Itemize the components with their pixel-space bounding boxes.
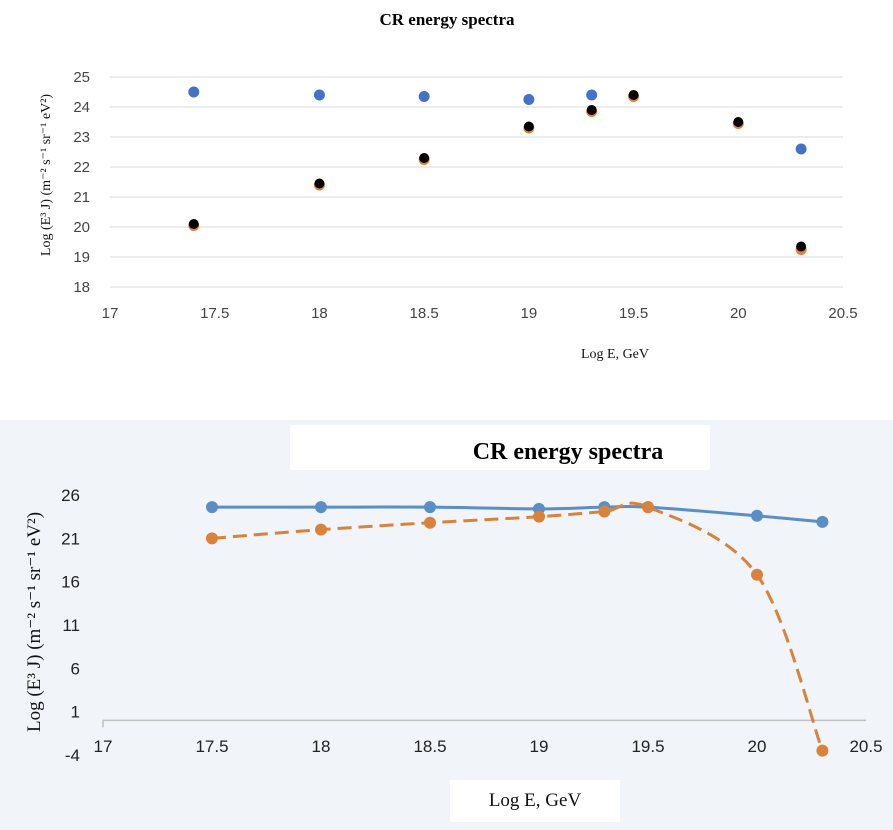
x-tick-label: 17.5 [195, 737, 228, 756]
y-tick-label: 22 [73, 159, 90, 176]
data-point [188, 86, 200, 98]
chart-top: CR energy spectra 18 19 20 21 22 23 24 25 17 17.… [39, 10, 858, 362]
chart-bottom-x-axis-label: Log E, GeV [489, 790, 582, 811]
x-tick-label: 19 [521, 305, 538, 322]
data-point [206, 532, 218, 545]
x-tick-label: 18 [312, 737, 331, 756]
y-tick-label: 6 [71, 659, 80, 678]
chart-bottom-points [206, 501, 829, 757]
y-tick-label: 19 [73, 249, 90, 266]
data-point [533, 510, 545, 523]
x-tick-label: 17 [94, 737, 113, 756]
x-tick-label: 19.5 [631, 737, 664, 756]
data-point [419, 153, 430, 163]
chart-bottom-background [0, 420, 893, 830]
data-point [796, 241, 807, 252]
data-point [642, 501, 654, 514]
chart-bottom-x-ticks: 17 17.5 18 18.5 19 19.5 20 20.5 [94, 737, 883, 756]
data-point [751, 568, 763, 581]
data-point [313, 89, 325, 101]
data-point [418, 91, 430, 102]
chart-top-x-axis-label: Log E, GeV [581, 347, 649, 362]
chart-bottom-axis [102, 719, 866, 728]
chart-bottom-title-backdrop [290, 425, 710, 470]
data-point [733, 117, 744, 127]
chart-top-points [188, 86, 807, 255]
y-tick-label: -4 [65, 746, 80, 765]
y-tick-label: 1 [71, 703, 80, 722]
y-tick-label: 18 [73, 279, 90, 296]
x-tick-label: 17 [102, 305, 119, 322]
x-tick-label: 20.5 [849, 737, 882, 756]
data-point [315, 501, 327, 514]
data-point [586, 105, 597, 115]
x-tick-label: 20.5 [828, 305, 857, 322]
data-point [314, 178, 325, 189]
chart-top-title: CR energy spectra [379, 10, 515, 29]
data-point [424, 501, 436, 514]
x-tick-label: 19.5 [619, 305, 648, 322]
x-tick-label: 19 [530, 737, 549, 756]
y-tick-label: 23 [73, 129, 90, 146]
data-point [424, 516, 436, 529]
chart-top-x-ticks: 17 17.5 18 18.5 19 19.5 20 20.5 [102, 305, 858, 322]
data-point [598, 505, 611, 518]
data-point [816, 744, 829, 757]
data-point [795, 143, 807, 155]
x-tick-label: 18 [311, 305, 328, 322]
chart-top-y-ticks: 18 19 20 21 22 23 24 25 [73, 69, 90, 296]
y-tick-label: 20 [73, 219, 90, 236]
y-tick-label: 21 [73, 189, 90, 206]
x-tick-label: 20 [748, 737, 767, 756]
x-tick-label: 18.5 [410, 305, 439, 322]
chart-bottom-xlabel-backdrop [450, 780, 620, 822]
data-point [751, 509, 763, 522]
x-tick-label: 18.5 [413, 737, 446, 756]
data-point [816, 515, 829, 528]
x-tick-label: 20 [730, 305, 747, 322]
chart-top-y-axis-label: Log (E³ J) (m⁻² s⁻¹ sr⁻¹ eV²) [39, 94, 54, 256]
y-tick-label: 11 [62, 616, 80, 635]
data-point [628, 90, 639, 100]
chart-bottom-title: CR energy spectra [473, 439, 664, 465]
data-point [206, 501, 218, 514]
data-point [523, 121, 534, 132]
y-tick-label: 21 [61, 529, 80, 548]
y-tick-label: 25 [73, 69, 90, 86]
chart-bottom-y-axis-label: Log (E³ J) (m⁻² s⁻¹ sr⁻¹ eV²) [24, 512, 45, 732]
data-point [523, 94, 535, 105]
data-point [586, 89, 598, 101]
x-tick-label: 17.5 [200, 305, 229, 322]
data-point [188, 219, 199, 229]
data-point [315, 523, 327, 536]
chart-top-gridlines [110, 76, 843, 288]
y-tick-label: 24 [73, 99, 90, 116]
y-tick-label: 26 [61, 486, 80, 505]
y-tick-label: 16 [61, 573, 80, 592]
